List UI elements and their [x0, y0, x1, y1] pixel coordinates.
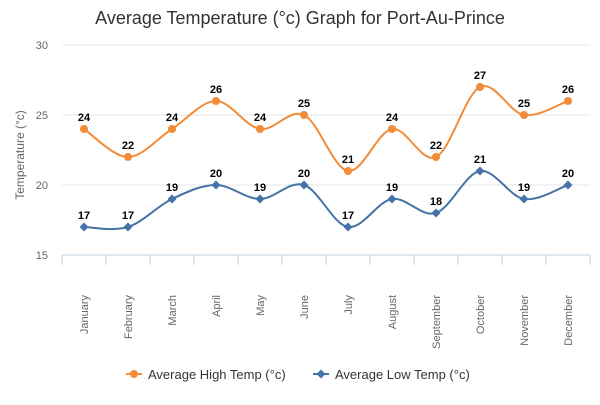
x-tick-label: October — [475, 295, 487, 334]
legend-item-high[interactable]: Average High Temp (°c) — [126, 367, 286, 382]
data-point-high[interactable] — [124, 153, 132, 161]
data-point-low[interactable] — [255, 194, 265, 204]
y-tick-label: 25 — [36, 110, 48, 122]
data-point-high[interactable] — [476, 83, 484, 91]
label-layer: 24 22 24 26 24 25 21 24 22 27 25 26 17 17 19 20 19 20 17 19… — [78, 70, 574, 222]
data-point-low[interactable] — [343, 222, 353, 232]
data-point-low[interactable] — [167, 194, 177, 204]
x-tick-label: January — [79, 295, 91, 335]
y-tick-label: 15 — [36, 250, 48, 262]
data-label-high: 22 — [122, 140, 134, 152]
data-label-low: 17 — [78, 210, 90, 222]
data-label-low: 17 — [342, 210, 354, 222]
legend-marker-diamond — [316, 369, 326, 379]
data-point-high[interactable] — [344, 167, 352, 175]
data-point-high[interactable] — [80, 125, 88, 133]
x-tick-label: September — [431, 295, 443, 349]
data-label-high: 27 — [474, 70, 486, 82]
series-layer — [79, 83, 573, 232]
data-label-low: 19 — [518, 182, 530, 194]
data-label-low: 17 — [122, 210, 134, 222]
data-label-high: 26 — [210, 84, 222, 96]
data-point-low[interactable] — [563, 180, 573, 190]
data-point-high[interactable] — [432, 153, 440, 161]
data-point-high[interactable] — [256, 125, 264, 133]
data-label-high: 21 — [342, 154, 354, 166]
data-label-high: 25 — [518, 98, 530, 110]
data-label-high: 24 — [78, 112, 91, 124]
legend-item-low[interactable]: Average Low Temp (°c) — [313, 367, 470, 382]
data-label-high: 22 — [430, 140, 442, 152]
x-tick-label: March — [167, 295, 179, 326]
legend-label: Average Low Temp (°c) — [335, 367, 470, 382]
data-label-high: 24 — [254, 112, 267, 124]
x-tick-label: February — [123, 295, 135, 340]
y-tick-label: 20 — [36, 180, 48, 192]
data-label-low: 20 — [298, 168, 310, 180]
data-point-low[interactable] — [79, 222, 89, 232]
data-point-low[interactable] — [211, 180, 221, 190]
chart-title: Average Temperature (°c) Graph for Port-… — [95, 8, 505, 28]
legend-label: Average High Temp (°c) — [148, 367, 286, 382]
data-point-high[interactable] — [564, 97, 572, 105]
x-tick-label: November — [519, 295, 531, 346]
x-tick-label: July — [343, 295, 355, 315]
x-tick-label: June — [299, 295, 311, 319]
x-tick-label: August — [387, 295, 399, 329]
grid-layer — [62, 44, 590, 256]
data-label-low: 21 — [474, 154, 486, 166]
data-label-high: 25 — [298, 98, 310, 110]
axis-layer: 15 20 25 30 January February March April May June… — [36, 40, 591, 349]
y-axis-title: Temperature (°c) — [13, 110, 27, 200]
data-label-high: 24 — [386, 112, 399, 124]
data-label-high: 26 — [562, 84, 574, 96]
data-point-high[interactable] — [168, 125, 176, 133]
legend: Average High Temp (°c) Average Low Temp (… — [126, 367, 470, 382]
data-label-low: 19 — [254, 182, 266, 194]
series-line-low — [83, 169, 569, 231]
x-tick-label: December — [563, 295, 575, 346]
data-label-low: 20 — [562, 168, 574, 180]
data-point-high[interactable] — [300, 111, 308, 119]
x-tick-label: April — [211, 295, 223, 317]
data-point-low[interactable] — [431, 208, 441, 218]
series-line-high — [83, 85, 569, 172]
data-label-low: 19 — [166, 182, 178, 194]
data-label-high: 24 — [166, 112, 179, 124]
legend-marker-circle — [130, 370, 138, 378]
data-point-high[interactable] — [212, 97, 220, 105]
data-point-low[interactable] — [123, 222, 133, 232]
data-point-high[interactable] — [388, 125, 396, 133]
data-point-low[interactable] — [475, 166, 485, 176]
data-point-high[interactable] — [520, 111, 528, 119]
data-label-low: 20 — [210, 168, 222, 180]
data-label-low: 18 — [430, 196, 442, 208]
data-label-low: 19 — [386, 182, 398, 194]
data-point-low[interactable] — [519, 194, 529, 204]
data-point-low[interactable] — [387, 194, 397, 204]
data-point-low[interactable] — [299, 180, 309, 190]
y-tick-label: 30 — [36, 40, 48, 52]
x-tick-label: May — [255, 295, 267, 316]
